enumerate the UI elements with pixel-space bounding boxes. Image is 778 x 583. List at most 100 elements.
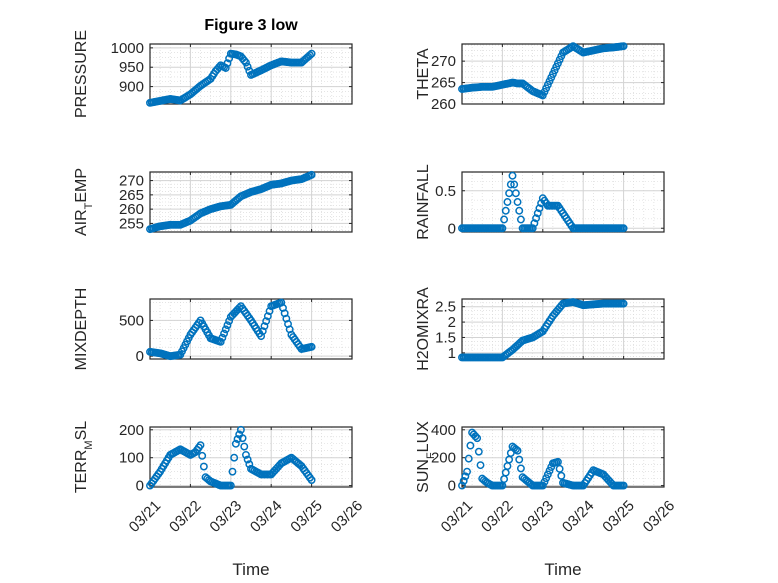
subplot-1: 900 950 1000 PRESSURE [73,30,353,118]
series-markers [458,42,628,100]
data-point [513,198,522,206]
data-point [243,455,252,464]
series-markers [146,170,316,234]
data-point [230,453,239,462]
data-point [262,317,271,326]
data-point [501,206,510,215]
data-point [463,467,471,476]
data-point [619,481,628,490]
y-tick-label: 1 [448,345,456,362]
data-point [198,451,207,460]
y-axis-label: THETA [415,48,432,100]
data-point [307,170,316,179]
axes-box [461,43,665,105]
axes-box [461,171,665,233]
data-point [216,337,225,346]
data-point [474,447,483,456]
data-point [226,481,235,490]
data-point [500,215,509,224]
data-point [466,441,475,450]
y-tick-label: 500 [119,312,144,329]
axes-box [149,426,353,488]
data-point [543,470,552,479]
y-axis-label: H2OMIXRA [415,287,432,371]
axes-box [461,298,665,360]
data-point [240,56,249,65]
data-point [511,445,520,454]
data-point [245,460,254,469]
data-point [555,464,564,473]
y-axis-label: RAINFALL [415,164,432,240]
data-point [223,59,232,68]
y-tick-label: 0 [448,220,456,237]
data-point [516,215,525,224]
data-point [476,461,485,470]
data-point [538,481,547,490]
data-point [459,477,468,485]
data-point [513,446,522,455]
y-tick-label: 265 [119,187,144,204]
data-point [196,441,205,450]
data-point [258,327,267,336]
series-markers [458,428,628,490]
data-point [510,180,519,189]
data-point [242,58,250,67]
y-axis-label: AIRTEMP [73,168,95,236]
data-point [225,317,234,325]
data-point [305,51,314,60]
data-point [619,224,628,233]
axes-box [149,43,353,105]
figure-title: Figure 3 low [204,17,298,34]
y-tick-label: 0 [136,478,144,495]
data-point [243,62,252,71]
data-point [503,198,512,206]
data-point [473,434,482,443]
subplot-5: 0 500 MIXDEPTH [73,288,353,370]
data-point [516,464,525,473]
y-tick-label: 1000 [111,40,144,57]
data-point [240,442,249,451]
data-point [530,219,539,228]
data-point [221,64,230,72]
data-point [307,49,316,58]
series-markers [146,49,316,107]
axes-box [149,298,353,360]
data-point [233,435,242,444]
data-point [554,457,562,466]
data-point [265,307,274,316]
data-point [242,450,250,459]
y-axis-label: TERRMSL [73,421,95,493]
y-tick-label: 400 [431,422,456,439]
data-point [528,224,537,233]
data-point [307,342,316,351]
series-markers [146,298,316,361]
data-point [515,206,524,215]
data-point [231,439,240,448]
y-axis-label: SUNFLUX [415,421,437,493]
series-markers [458,171,628,233]
y-tick-label: 260 [119,201,144,218]
data-point [257,332,266,341]
y-tick-label: 265 [431,75,456,92]
data-point [260,322,269,331]
data-point [540,477,549,486]
data-point [532,214,541,223]
x-axis-label: Time [544,560,581,579]
y-tick-label: 270 [431,53,456,70]
data-point [218,333,227,342]
axes-box [461,426,665,488]
y-tick-label: 200 [119,422,144,439]
data-point [199,462,208,471]
y-tick-label: 2 [448,314,456,331]
data-point [619,42,628,51]
data-point [545,466,554,475]
y-tick-label: 0.5 [435,183,456,200]
data-point [511,189,520,198]
data-point [535,204,544,213]
series-markers [458,298,628,362]
y-tick-label: 1.5 [435,329,456,346]
data-point [458,481,466,490]
